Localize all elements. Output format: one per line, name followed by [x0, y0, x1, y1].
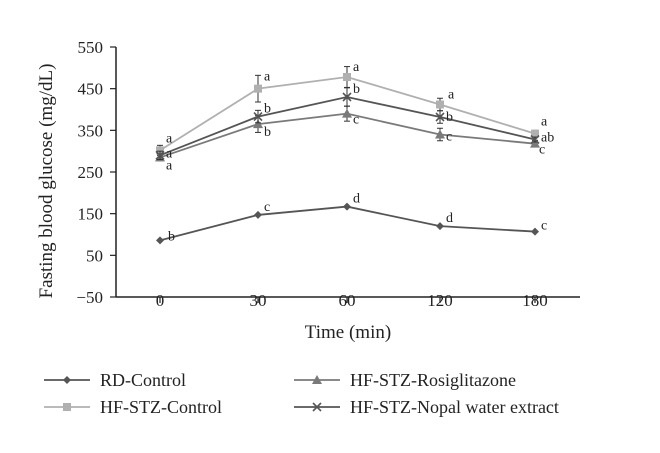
x-tick-label: 30	[250, 291, 267, 310]
significance-label: a	[541, 115, 548, 130]
legend-label: HF-STZ-Control	[100, 397, 222, 417]
x-tick-label: 120	[427, 291, 453, 310]
legend-item: RD-Control	[44, 370, 186, 390]
series-0: b c d d c	[156, 192, 547, 245]
y-tick-label: 150	[78, 205, 104, 224]
y-tick-label: 50	[86, 246, 103, 265]
significance-label: ab	[541, 131, 554, 146]
data-point	[530, 138, 540, 148]
significance-label: a	[166, 158, 173, 173]
significance-label: d	[446, 211, 453, 226]
legend-item: HF-STZ-Control	[44, 397, 222, 417]
x-marker-stroke	[530, 134, 540, 145]
significance-label: b	[264, 102, 271, 117]
data-point	[343, 73, 351, 81]
data-point	[312, 402, 322, 412]
significance-label: c	[264, 200, 270, 215]
data-point	[155, 150, 165, 160]
significance-label: a	[166, 146, 173, 161]
data-point	[254, 84, 262, 93]
significance-label: a	[448, 88, 455, 103]
x-tick-label: 60	[339, 291, 356, 310]
significance-label: b	[264, 125, 271, 140]
y-tick-label: 450	[78, 80, 104, 99]
legend-item: HF-STZ-Nopal water extract	[294, 397, 559, 417]
data-point	[435, 129, 445, 139]
x-marker-stroke	[155, 150, 165, 160]
x-marker-stroke	[312, 402, 322, 412]
significance-label: a	[264, 70, 271, 85]
legend-label: RD-Control	[100, 370, 186, 390]
data-point	[531, 129, 539, 138]
x-marker-stroke	[342, 92, 352, 102]
series-1: a a a a a	[156, 60, 548, 156]
x-marker-stroke	[435, 112, 445, 122]
significance-label: c	[446, 130, 452, 145]
x-tick-label: 0	[156, 291, 165, 310]
axes	[115, 47, 580, 298]
significance-label: d	[353, 192, 360, 207]
y-tick-label: 350	[78, 121, 104, 140]
significance-label: a	[353, 60, 360, 75]
x-marker-stroke	[253, 112, 263, 122]
series-line	[159, 205, 536, 242]
legend-item: HF-STZ-Rosiglitazone	[294, 370, 516, 390]
data-point	[530, 134, 540, 145]
significance-label: c	[541, 219, 547, 234]
legend-label: HF-STZ-Nopal water extract	[350, 397, 559, 417]
data-point	[342, 108, 352, 118]
significance-label: c	[539, 143, 545, 158]
significance-label: b	[353, 82, 360, 97]
y-tick-labels: 550 450 350 250 150 50 −50	[76, 38, 116, 307]
data-point	[254, 210, 262, 219]
data-point	[156, 236, 164, 245]
data-point	[436, 100, 444, 109]
data-point	[253, 119, 263, 129]
data-point	[436, 222, 444, 231]
data-point	[343, 202, 351, 211]
y-tick-label: 250	[78, 163, 104, 182]
data-point	[156, 146, 164, 155]
data-point	[63, 403, 71, 411]
x-axis-title: Time (min)	[305, 322, 391, 343]
significance-label: b	[168, 229, 175, 244]
y-tick-label: 550	[78, 38, 104, 57]
y-axis-title: Fasting blood glucose (mg/dL)	[36, 64, 57, 299]
x-tick-label: 180	[522, 291, 548, 310]
significance-label: a	[166, 131, 173, 146]
data-point	[253, 112, 263, 122]
y-tick-label: −50	[76, 288, 103, 307]
legend-label: HF-STZ-Rosiglitazone	[350, 370, 516, 390]
significance-label: c	[353, 113, 359, 128]
data-point	[435, 112, 445, 122]
data-point	[531, 227, 539, 236]
data-point	[342, 92, 352, 102]
legend: RD-Control HF-STZ-Control HF-STZ-Rosiglita…	[44, 370, 559, 417]
data-point	[312, 375, 322, 384]
data-point	[63, 376, 71, 384]
significance-label: b	[446, 110, 453, 125]
x-tick-labels: 0 30 60 120 180	[156, 291, 548, 310]
